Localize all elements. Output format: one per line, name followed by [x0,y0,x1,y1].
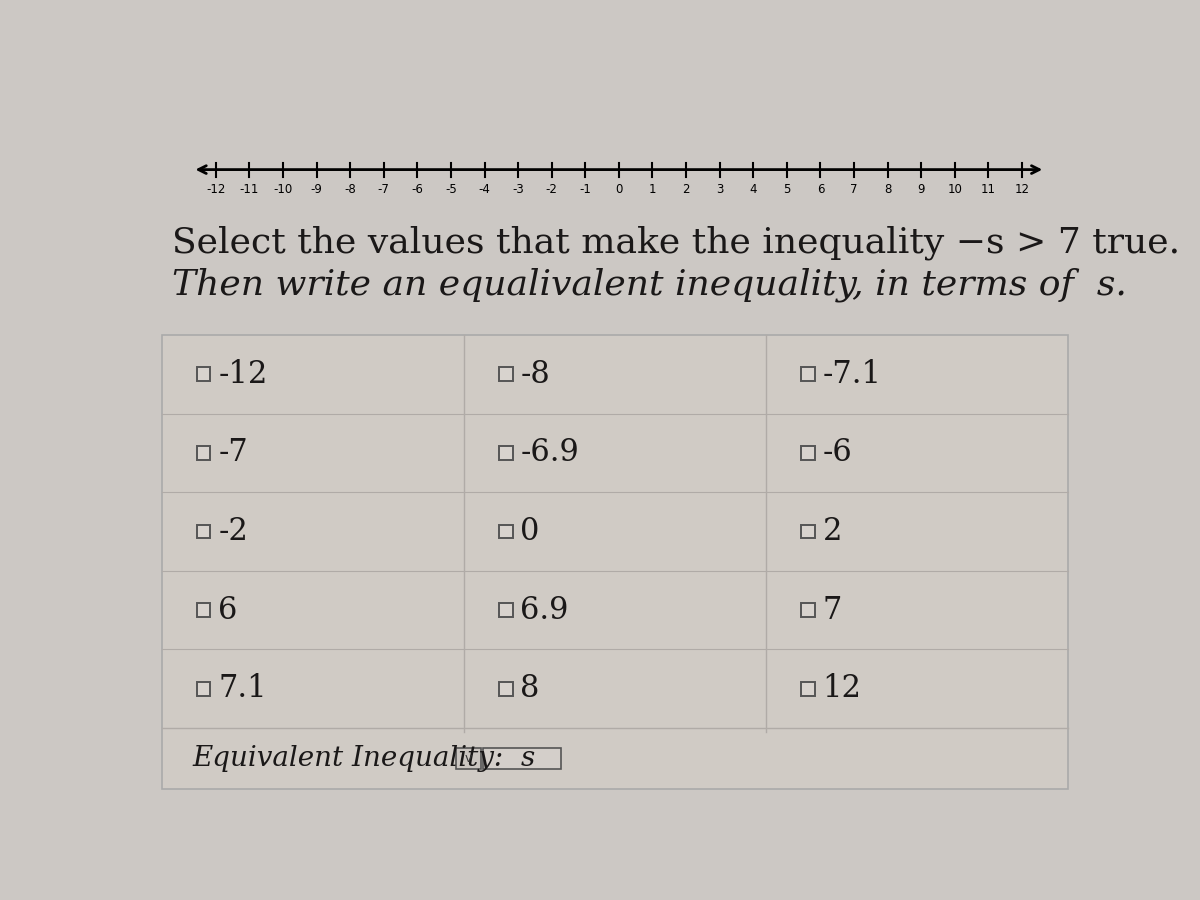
Text: 4: 4 [750,184,757,196]
Text: Select the values that make the inequality −s > 7 true.: Select the values that make the inequali… [172,226,1180,260]
Text: -7: -7 [378,184,390,196]
Text: -8: -8 [521,359,551,390]
Text: 7.1: 7.1 [218,673,266,704]
Text: -2: -2 [546,184,558,196]
Text: -7.1: -7.1 [823,359,882,390]
Bar [499,367,512,382]
Text: -5: -5 [445,184,457,196]
Text: -4: -4 [479,184,491,196]
Text: 7: 7 [823,595,842,625]
Text: 6: 6 [817,184,824,196]
Text: -9: -9 [311,184,323,196]
Bar [499,603,512,617]
Text: 5: 5 [784,184,791,196]
Bar [197,603,210,617]
Bar [197,681,210,696]
Text: -8: -8 [344,184,356,196]
Text: 8: 8 [884,184,892,196]
Text: -11: -11 [240,184,259,196]
Text: 0: 0 [521,516,540,547]
Text: 8: 8 [521,673,540,704]
Text: Equivalent Inequality:  s: Equivalent Inequality: s [193,745,536,772]
Text: v: v [464,752,473,765]
Text: -1: -1 [580,184,592,196]
Bar [802,367,815,382]
Bar [484,748,560,770]
Bar [456,748,481,770]
Text: 2: 2 [683,184,690,196]
Text: -3: -3 [512,184,524,196]
Bar [197,367,210,382]
Bar [802,525,815,538]
Bar [499,681,512,696]
Text: 7: 7 [851,184,858,196]
Text: 2: 2 [823,516,842,547]
Bar [197,446,210,460]
Text: -12: -12 [218,359,268,390]
Text: 0: 0 [616,184,623,196]
Text: -6.9: -6.9 [521,437,580,469]
Bar [499,525,512,538]
Text: 6: 6 [218,595,238,625]
Text: -10: -10 [274,184,293,196]
Bar [499,446,512,460]
Text: -6: -6 [823,437,852,469]
Text: 6.9: 6.9 [521,595,569,625]
Text: 10: 10 [947,184,962,196]
Bar [802,603,815,617]
Text: 11: 11 [980,184,996,196]
Bar [162,335,1068,789]
Text: 1: 1 [649,184,656,196]
Text: 3: 3 [716,184,724,196]
Text: 12: 12 [823,673,862,704]
Text: -6: -6 [412,184,424,196]
Bar [197,525,210,538]
Text: 9: 9 [917,184,925,196]
Text: Then write an equalivalent inequality, in terms of  s.: Then write an equalivalent inequality, i… [172,268,1127,302]
Bar [802,446,815,460]
Text: -2: -2 [218,516,248,547]
Text: -12: -12 [206,184,226,196]
Bar [802,681,815,696]
Text: -7: -7 [218,437,248,469]
Text: 12: 12 [1014,184,1030,196]
